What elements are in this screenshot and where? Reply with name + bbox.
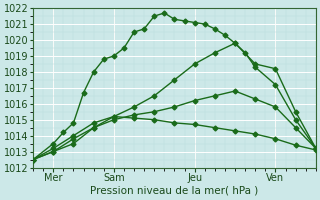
X-axis label: Pression niveau de la mer( hPa ): Pression niveau de la mer( hPa ) [90, 186, 259, 196]
